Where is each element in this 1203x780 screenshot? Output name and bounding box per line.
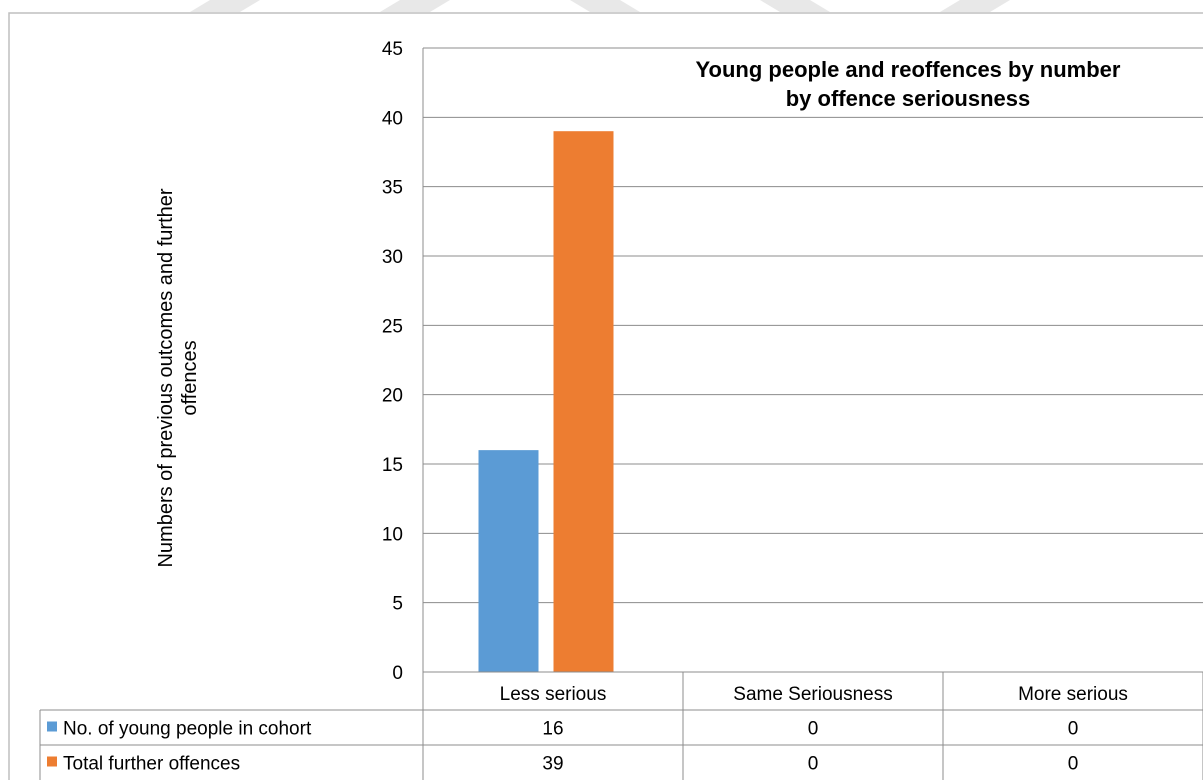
bars — [478, 131, 614, 672]
chart-title: Young people and reoffences by number by … — [696, 57, 1121, 111]
category-label: Less serious — [500, 684, 607, 705]
data-label: 16 — [542, 719, 563, 740]
chart-title-line: by offence seriousness — [786, 86, 1031, 111]
data-table: Less serious Same Seriousness More serious… — [39, 671, 1203, 780]
y-tick-label: 25 — [382, 316, 403, 337]
data-label: 39 — [542, 754, 563, 775]
legend-label: No. of young people in cohort — [63, 719, 312, 740]
y-tick-label: 10 — [382, 524, 403, 545]
chart-border — [8, 12, 1203, 780]
y-tick-label: 40 — [382, 108, 403, 129]
y-tick-label: 5 — [392, 594, 403, 615]
gridlines — [422, 47, 1203, 672]
bar — [478, 450, 539, 672]
category-label: More serious — [1018, 684, 1128, 705]
category-label: Same Seriousness — [733, 684, 892, 705]
legend-key — [47, 756, 57, 767]
y-tick-labels: 0 5 10 15 20 25 30 35 40 45 — [382, 39, 403, 684]
y-tick-label: 0 — [392, 663, 403, 684]
y-tick-label: 20 — [382, 386, 403, 407]
legend-label: Total further offences — [63, 754, 240, 775]
y-tick-label: 45 — [382, 39, 403, 60]
data-label: 0 — [808, 754, 819, 775]
y-axis-label: Numbers of previous outcomes and further… — [155, 188, 201, 567]
y-tick-label: 15 — [382, 455, 403, 476]
y-tick-label: 35 — [382, 178, 403, 199]
data-label: 0 — [1068, 719, 1079, 740]
bar — [553, 131, 614, 672]
data-label: 0 — [1068, 754, 1079, 775]
y-tick-label: 30 — [382, 247, 403, 268]
background-strips — [190, 0, 1010, 12]
legend-key — [47, 721, 57, 732]
y-axis-label-text: Numbers of previous outcomes and further… — [155, 188, 201, 567]
data-label: 0 — [808, 719, 819, 740]
chart-title-line: Young people and reoffences by number — [696, 57, 1121, 82]
